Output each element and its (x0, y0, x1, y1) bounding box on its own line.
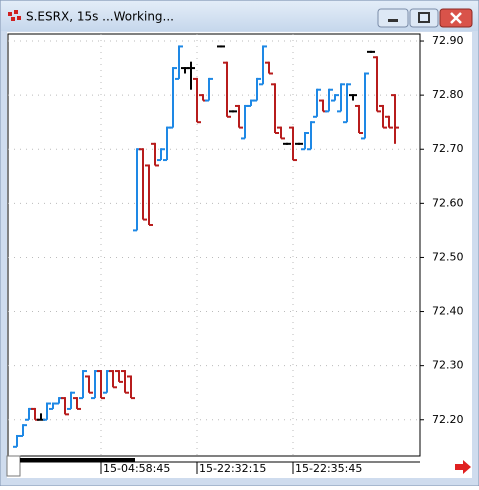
ohlc-range (118, 370, 120, 382)
ohlc-range (28, 407, 30, 420)
x-tick-label: 15-04:58:45 (103, 462, 170, 475)
ohlc-range (130, 375, 132, 399)
ohlc-range (280, 126, 282, 139)
ohlc-range (22, 424, 24, 436)
window-title: S.ESRX, 15s ...Working... (26, 10, 174, 24)
y-tick-label: 72.70 (432, 142, 464, 155)
y-tick-label: 72.50 (432, 250, 464, 263)
ohlc-range (352, 94, 354, 101)
plot-area (7, 33, 421, 457)
ohlc-range (70, 391, 72, 409)
ohlc-range (82, 370, 84, 399)
ohlc-range (184, 67, 186, 74)
ohlc-range (40, 413, 42, 420)
ohlc-range (196, 77, 198, 123)
ohlc-range (226, 61, 228, 117)
x-tick-label: 15-22:32:15 (199, 462, 266, 475)
ohlc-range (112, 370, 114, 388)
scrollbar[interactable] (20, 458, 135, 462)
x-tick-label: 15-22:35:45 (295, 462, 362, 475)
minimize-button[interactable] (377, 8, 409, 28)
scroll-right-arrow[interactable] (455, 460, 471, 474)
ohlc-range (394, 94, 396, 144)
y-tick-label: 72.90 (432, 34, 464, 47)
ohlc-range (76, 397, 78, 409)
ohlc-range (262, 45, 264, 85)
y-tick-label: 72.30 (432, 359, 464, 372)
ohlc-range (178, 45, 180, 79)
ohlc-range (88, 375, 90, 393)
ohlc-range (34, 407, 36, 420)
ohlc-range (166, 126, 168, 161)
ohlc-range (16, 434, 18, 447)
ohlc-range (274, 83, 276, 134)
ohlc-range (58, 397, 60, 404)
app-icon (8, 10, 21, 21)
ohlc-range (148, 164, 150, 225)
ohlc-range (160, 148, 162, 161)
ohlc-range (100, 370, 102, 399)
ohlc-range (256, 77, 258, 101)
y-tick-label: 72.20 (432, 413, 464, 426)
ohlc-range (316, 88, 318, 117)
ohlc-range (292, 126, 294, 161)
ohlc-range (46, 402, 48, 420)
ohlc-range (190, 61, 192, 90)
ohlc-range (52, 402, 54, 409)
ohlc-range (310, 121, 312, 150)
ohlc-range (238, 104, 240, 128)
ohlc-range (358, 104, 360, 134)
ohlc-range (208, 77, 210, 101)
ohlc-range (136, 148, 138, 231)
ohlc-range (142, 148, 144, 220)
ohlc-range (364, 72, 366, 139)
ohlc-range (340, 83, 342, 112)
ohlc-range (124, 370, 126, 393)
ohlc-range (382, 104, 384, 128)
ohlc-range (106, 370, 108, 393)
ohlc-range (346, 83, 348, 123)
ohlc-range (64, 397, 66, 415)
close-button[interactable] (439, 8, 473, 28)
ohlc-range (202, 94, 204, 101)
maximize-button[interactable] (409, 8, 439, 28)
ohlc-range (376, 56, 378, 112)
ohlc-range (388, 115, 390, 128)
ohlc-range (250, 99, 252, 106)
ohlc-range (154, 142, 156, 166)
ohlc-range (334, 94, 336, 101)
ohlc-range (328, 88, 330, 112)
ohlc-range (268, 61, 270, 74)
ohlc-range (172, 67, 174, 128)
ohlc-range (94, 370, 96, 399)
scroll-box[interactable] (6, 455, 21, 477)
ohlc-range (304, 132, 306, 150)
y-tick-label: 72.40 (432, 305, 464, 318)
y-tick-label: 72.80 (432, 88, 464, 101)
y-tick-label: 72.60 (432, 196, 464, 209)
ohlc-range (244, 104, 246, 139)
ohlc-range (322, 99, 324, 112)
